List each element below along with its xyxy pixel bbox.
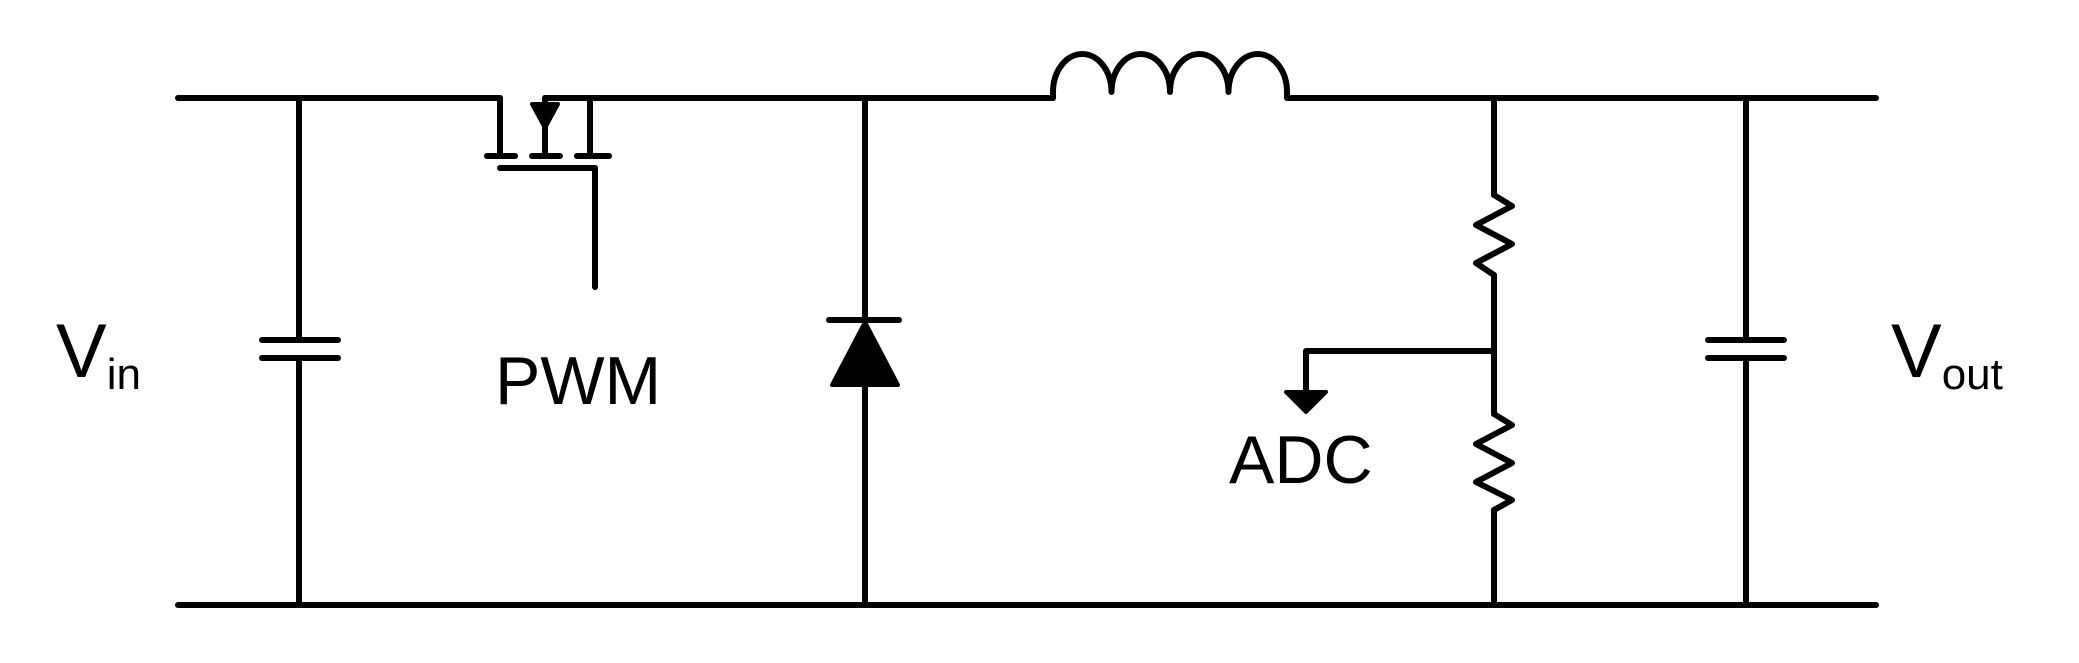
- resistor-top: [1473, 192, 1515, 278]
- adc-label: ADC: [1229, 422, 1373, 498]
- resistor-bottom: [1473, 411, 1515, 513]
- adc-tap: [1284, 348, 1497, 414]
- voltage-divider: [1473, 95, 1515, 608]
- pwm-label: PWM: [495, 343, 661, 419]
- inductor: [1050, 51, 1310, 101]
- vin-label: Vin: [56, 309, 141, 399]
- output-capacitor: [1705, 95, 1787, 608]
- mosfet: [484, 95, 612, 290]
- input-capacitor: [259, 95, 341, 608]
- diode: [826, 95, 902, 608]
- vout-label: Vout: [1891, 309, 2003, 399]
